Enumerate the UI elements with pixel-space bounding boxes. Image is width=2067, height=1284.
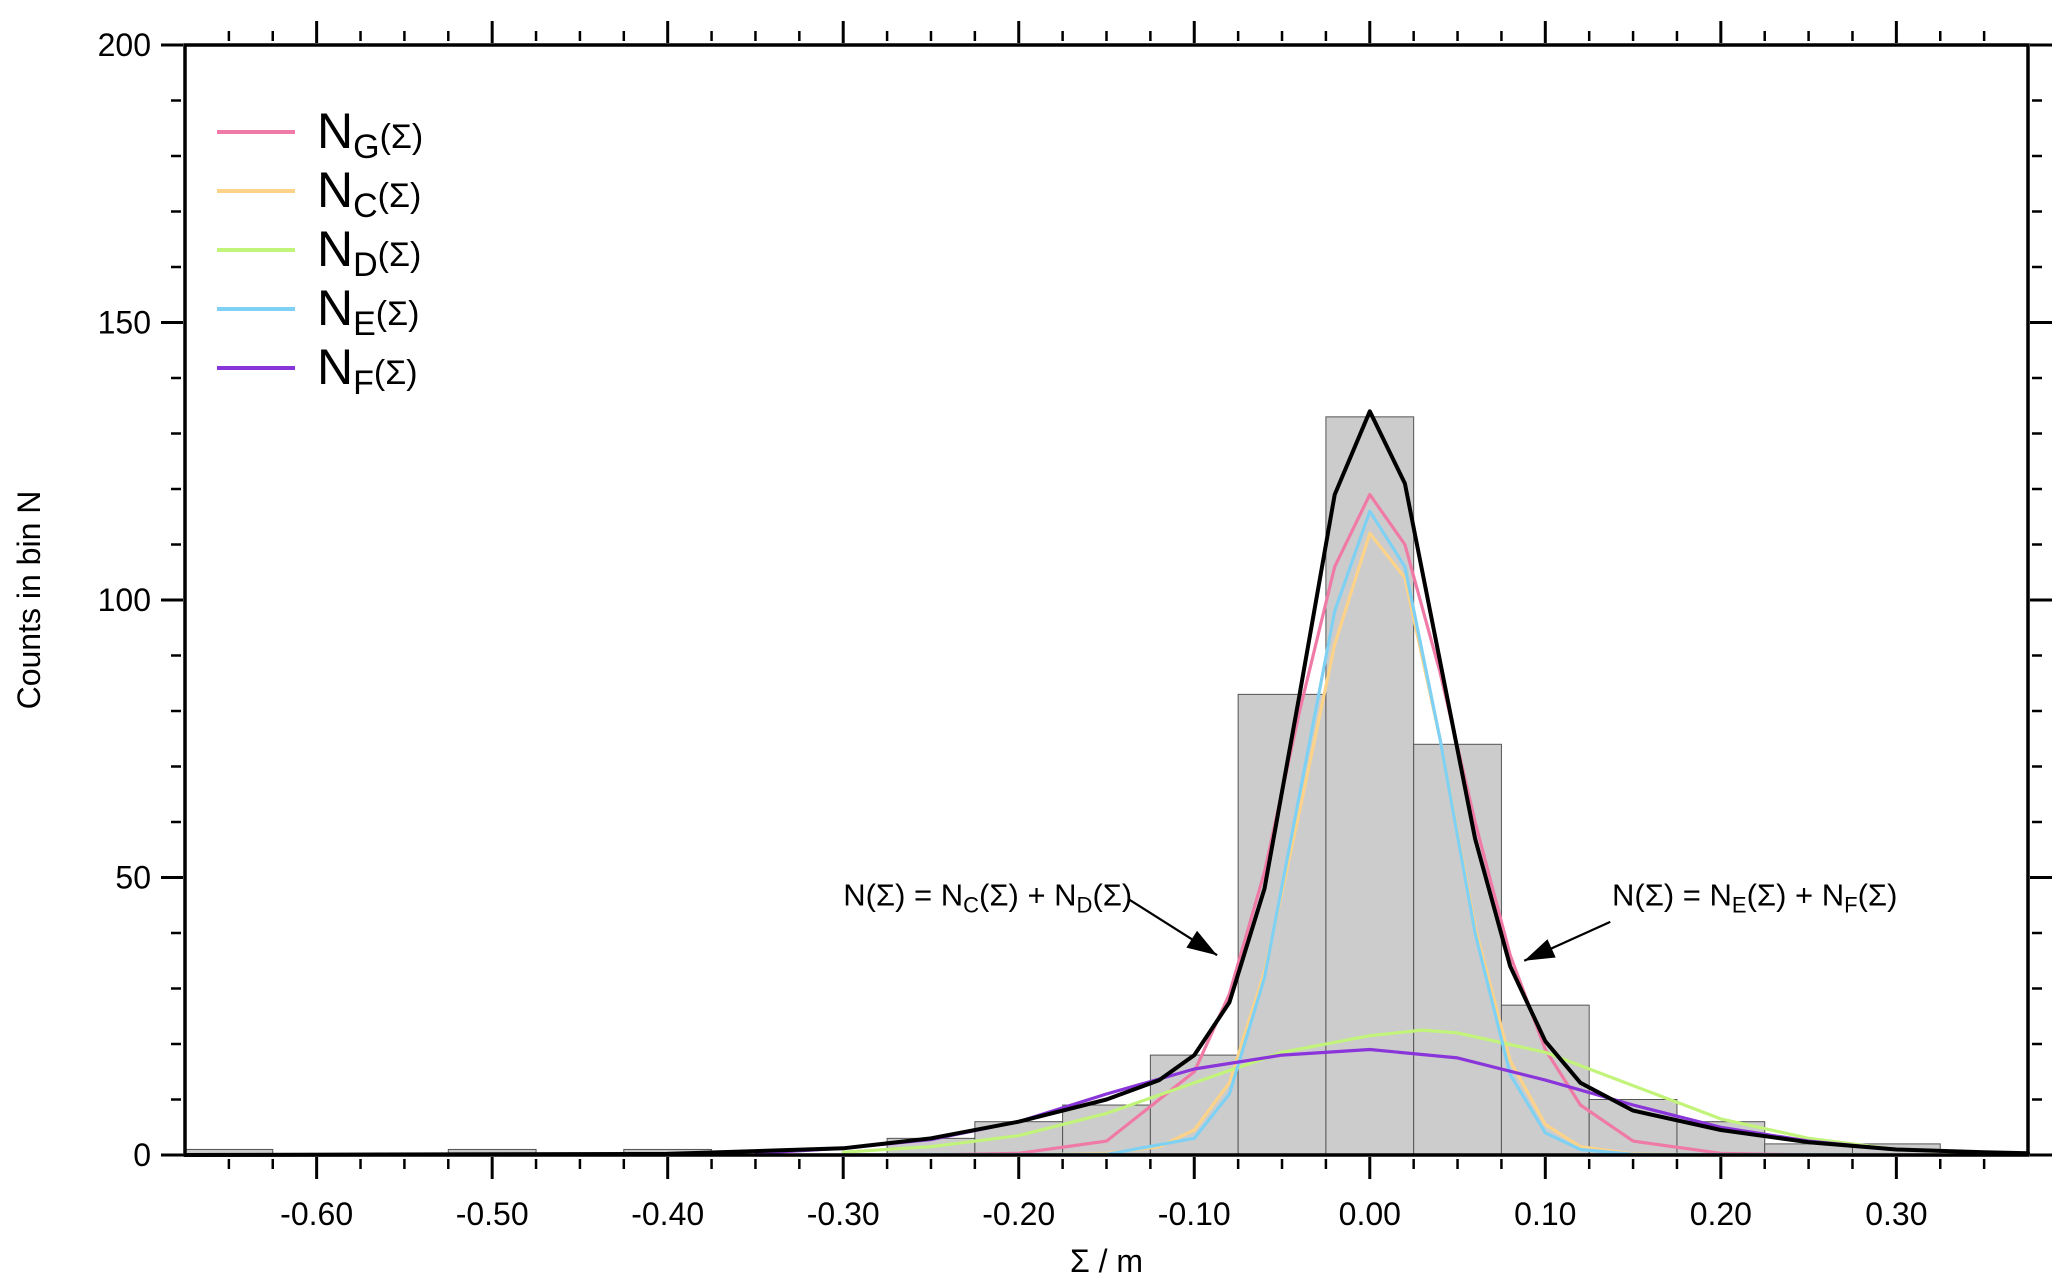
histogram-bar: [1325, 416, 1415, 1156]
annotation-left: N(Σ) = NC(Σ) + ND(Σ): [843, 877, 1218, 957]
y-tick-label: 0: [133, 1137, 151, 1173]
x-tick-label: -0.60: [280, 1196, 353, 1232]
legend-item-F: NF(Σ): [217, 339, 418, 402]
legend-item-G: NG(Σ): [217, 103, 423, 166]
legend-label: NF(Σ): [317, 339, 418, 402]
legend-item-C: NC(Σ): [217, 162, 421, 225]
histogram-bars: [184, 416, 1941, 1156]
curve-C: [841, 531, 1898, 1157]
legend-label: ND(Σ): [317, 221, 421, 284]
y-axis: 0 50 100 150 200: [98, 27, 2052, 1173]
legend: NG(Σ)NC(Σ)ND(Σ)NE(Σ)NF(Σ): [217, 103, 423, 402]
curve-total: [183, 409, 2030, 1157]
fit-curves: [183, 409, 2030, 1157]
annotation-arrow-head: [1524, 939, 1556, 961]
legend-label: NE(Σ): [317, 280, 419, 343]
y-axis-title: Counts in bin N: [11, 491, 47, 710]
x-tick-label: -0.40: [631, 1196, 704, 1232]
y-tick-label: 200: [98, 27, 151, 63]
x-axis: -0.60 -0.50 -0.40 -0.30 -0.20 -0.10 0.00 0.10 0.…: [227, 21, 1986, 1232]
y-tick-label: 150: [98, 305, 151, 341]
legend-item-E: NE(Σ): [217, 280, 419, 343]
annotation-right: N(Σ) = NE(Σ) + NF(Σ): [1523, 877, 1897, 962]
curve-D: [841, 1028, 1986, 1155]
y-tick-label: 50: [115, 860, 151, 896]
annotation-label: N(Σ) = NC(Σ) + ND(Σ): [843, 877, 1132, 917]
x-axis-title: Σ / m: [1070, 1243, 1143, 1279]
plot-border: [183, 43, 2030, 1157]
x-tick-label: 0.20: [1690, 1196, 1752, 1232]
x-tick-label: -0.30: [807, 1196, 880, 1232]
x-tick-label: 0.30: [1865, 1196, 1927, 1232]
annotations: N(Σ) = NC(Σ) + ND(Σ) N(Σ) = NE(Σ) + NF(Σ): [843, 877, 1897, 962]
x-tick-label: 0.10: [1514, 1196, 1576, 1232]
histogram-bar: [1413, 743, 1502, 1156]
x-tick-label: -0.20: [982, 1196, 1055, 1232]
y-tick-label: 100: [98, 582, 151, 618]
legend-label: NG(Σ): [317, 103, 423, 166]
legend-label: NC(Σ): [317, 162, 421, 225]
annotation-arrow-head: [1186, 930, 1218, 956]
x-tick-label: -0.10: [1158, 1196, 1231, 1232]
curve-E: [841, 509, 1898, 1157]
annotation-label: N(Σ) = NE(Σ) + NF(Σ): [1612, 877, 1897, 917]
plot-frame: [183, 43, 2030, 1157]
legend-item-D: ND(Σ): [217, 221, 421, 284]
x-tick-label: -0.50: [456, 1196, 529, 1232]
x-tick-label: 0.00: [1339, 1196, 1401, 1232]
